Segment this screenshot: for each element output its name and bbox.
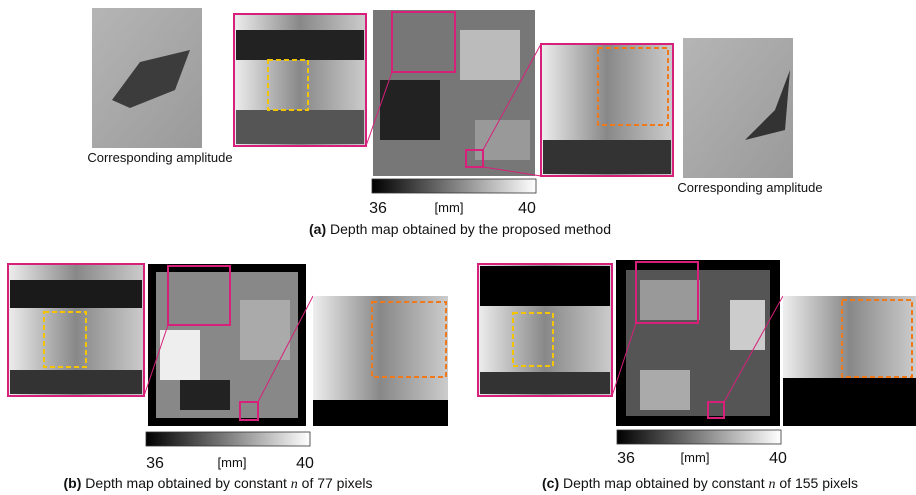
dark-region	[10, 370, 142, 394]
caption-text: of 77 pixels	[302, 475, 373, 491]
colorbar-unit: [mm]	[218, 455, 247, 470]
colorbar	[146, 432, 310, 446]
figure: Corresponding amplitude Corresponding am…	[0, 0, 916, 495]
light-region	[730, 300, 765, 350]
dark-region	[313, 400, 448, 426]
caption-variable: n	[291, 477, 298, 492]
caption-text: Depth map obtained by constant	[85, 475, 287, 491]
colorbar-max: 40	[296, 455, 314, 472]
colorbar-max: 40	[769, 450, 787, 467]
colorbar-min: 36	[369, 200, 387, 217]
colorbar	[372, 179, 536, 193]
light-region	[160, 330, 200, 380]
caption-label: (a)	[309, 221, 326, 237]
dark-region	[543, 140, 671, 174]
light-region	[640, 370, 690, 410]
caption-variable: n	[768, 477, 775, 492]
colorbar-min: 36	[146, 455, 164, 472]
dark-region	[783, 378, 916, 426]
light-region	[640, 280, 700, 320]
caption: (c) Depth map obtained by constant n of …	[542, 475, 858, 492]
amplitude-label: Corresponding amplitude	[677, 180, 822, 195]
light-region	[240, 300, 290, 360]
colorbar-min: 36	[617, 450, 635, 467]
dark-region	[10, 280, 142, 308]
dark-region	[480, 266, 610, 306]
panel-c: 36 [mm] 40 (c) Depth map obtained by con…	[478, 260, 916, 492]
caption-label: (b)	[64, 475, 82, 491]
panel-b: 36 [mm] 40 (b) Depth map obtained by con…	[8, 264, 448, 492]
caption: (a) Depth map obtained by the proposed m…	[309, 221, 611, 237]
colorbar	[617, 430, 781, 444]
colorbar-unit: [mm]	[681, 450, 710, 465]
caption-text: Depth map obtained by constant	[563, 475, 765, 491]
caption-label: (c)	[542, 475, 559, 491]
caption: (b) Depth map obtained by constant n of …	[64, 475, 373, 492]
colorbar-max: 40	[518, 200, 536, 217]
dark-region	[180, 380, 230, 410]
dark-region	[480, 372, 610, 394]
dark-region	[380, 80, 440, 140]
amplitude-label: Corresponding amplitude	[87, 150, 232, 165]
dark-region	[236, 110, 364, 144]
caption-text: Depth map obtained by the proposed metho…	[330, 221, 611, 237]
dark-region	[236, 30, 364, 60]
panel-a: Corresponding amplitude Corresponding am…	[87, 8, 822, 237]
caption-text: of 155 pixels	[779, 475, 858, 491]
colorbar-unit: [mm]	[435, 200, 464, 215]
light-region	[460, 30, 520, 80]
